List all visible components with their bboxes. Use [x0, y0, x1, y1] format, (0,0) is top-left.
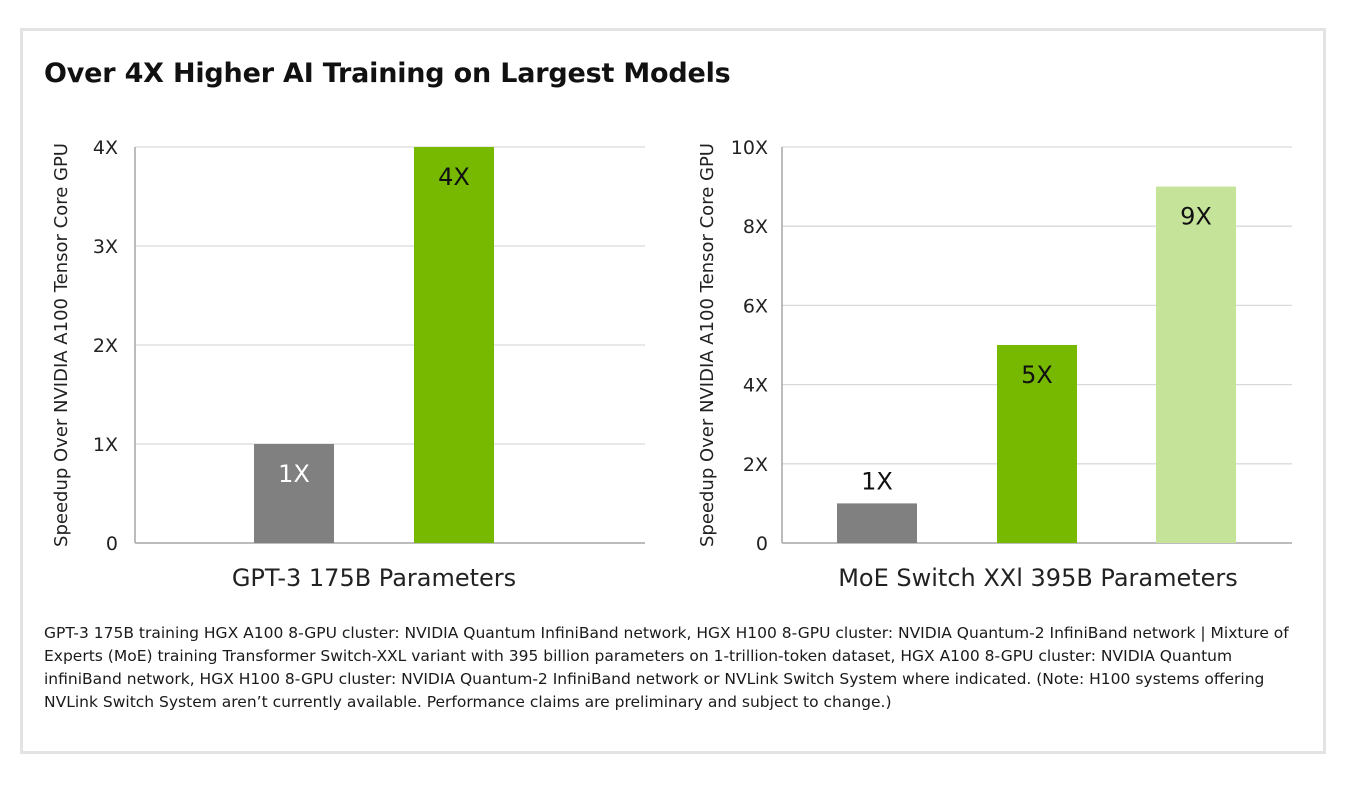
bar [254, 444, 334, 543]
y-tick-label: 1X [93, 434, 118, 456]
page-title: Over 4X Higher AI Training on Largest Mo… [44, 58, 731, 89]
data-label: 5X [1021, 361, 1053, 389]
y-axis-title: Speedup Over NVIDIA A100 Tensor Core GPU [697, 143, 718, 547]
data-label: 9X [1180, 203, 1212, 231]
y-tick-label: 3X [93, 236, 118, 258]
data-label: 1X [861, 467, 893, 495]
figure-frame [20, 28, 1326, 754]
y-tick-label: 2X [93, 335, 118, 357]
data-label: 1X [278, 460, 310, 488]
bar [997, 345, 1077, 543]
y-tick-label: 4X [743, 375, 768, 397]
y-axis-title: Speedup Over NVIDIA A100 Tensor Core GPU [51, 143, 72, 547]
y-tick-label: 8X [743, 216, 768, 238]
y-tick-label: 0 [106, 533, 118, 555]
y-tick-label: 0 [756, 533, 768, 555]
y-tick-label: 2X [743, 454, 768, 476]
data-label: 4X [438, 163, 470, 191]
bar [414, 147, 494, 543]
y-tick-label: 6X [743, 295, 768, 317]
footnote: GPT-3 175B training HGX A100 8-GPU clust… [44, 624, 1289, 711]
x-axis-title: GPT-3 175B Parameters [232, 564, 516, 592]
y-tick-label: 4X [93, 137, 118, 159]
bar [1156, 186, 1236, 543]
x-axis-title: MoE Switch XXl 395B Parameters [838, 564, 1238, 592]
y-tick-label: 10X [731, 137, 768, 159]
bar [837, 503, 917, 543]
